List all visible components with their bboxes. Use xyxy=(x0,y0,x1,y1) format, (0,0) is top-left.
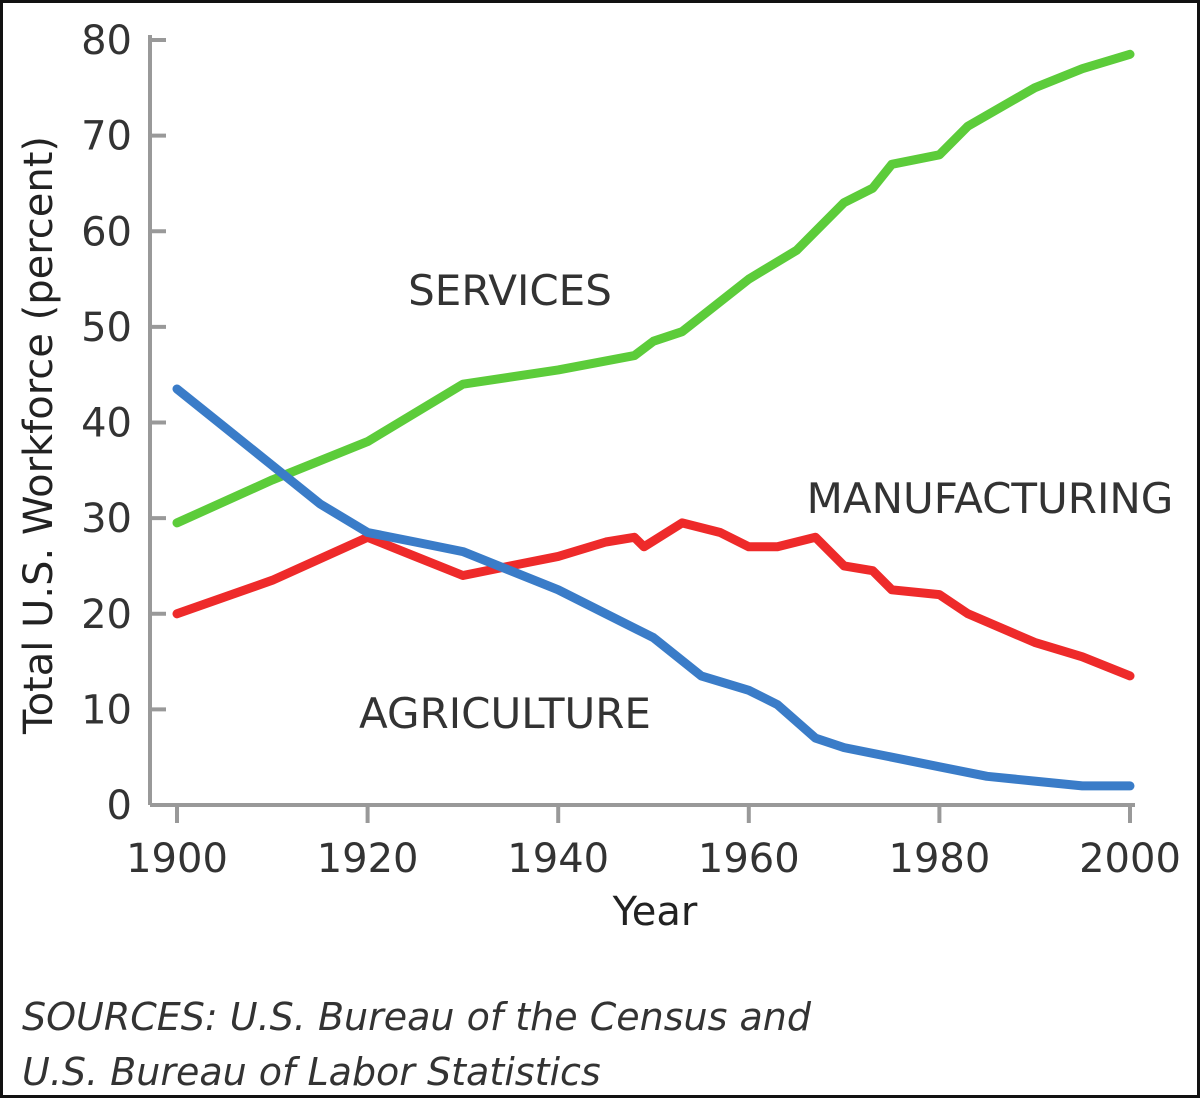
series-lines xyxy=(172,49,1135,791)
y-tick-label: 70 xyxy=(81,114,132,160)
y-axis-label: Total U.S. Workforce (percent) xyxy=(16,136,62,735)
x-tick-label: 1940 xyxy=(507,836,609,882)
x-tick-label: 1920 xyxy=(317,836,419,882)
series-label-services: SERVICES xyxy=(408,266,612,315)
axes: 0 10 20 30 40 50 60 70 80 1900 1920 1940 1960 1980 200… xyxy=(81,18,1181,882)
x-tick-label: 1900 xyxy=(126,836,228,882)
series-label-agriculture: AGRICULTURE xyxy=(359,689,651,738)
sources-line-1: SOURCES: U.S. Bureau of the Census and xyxy=(22,995,811,1039)
y-tick-label: 20 xyxy=(81,592,132,638)
x-axis-label: Year xyxy=(612,889,698,935)
x-tick-label: 1980 xyxy=(889,836,991,882)
x-tick-label: 2000 xyxy=(1079,836,1181,882)
y-tick-label: 60 xyxy=(81,209,132,255)
y-tick-label: 30 xyxy=(81,496,132,542)
series-line-manufacturing xyxy=(172,518,1135,681)
sources-line-2: U.S. Bureau of Labor Statistics xyxy=(22,1050,601,1094)
y-tick-label: 50 xyxy=(81,305,132,351)
series-label-manufacturing: MANUFACTURING xyxy=(807,474,1174,523)
series-line-services xyxy=(172,49,1135,528)
y-tick-label: 0 xyxy=(107,783,132,829)
series-line-agriculture xyxy=(172,384,1135,791)
y-tick-label: 40 xyxy=(81,401,132,447)
y-tick-label: 10 xyxy=(81,687,132,733)
x-tick-label: 1960 xyxy=(698,836,800,882)
y-tick-label: 80 xyxy=(81,18,132,64)
